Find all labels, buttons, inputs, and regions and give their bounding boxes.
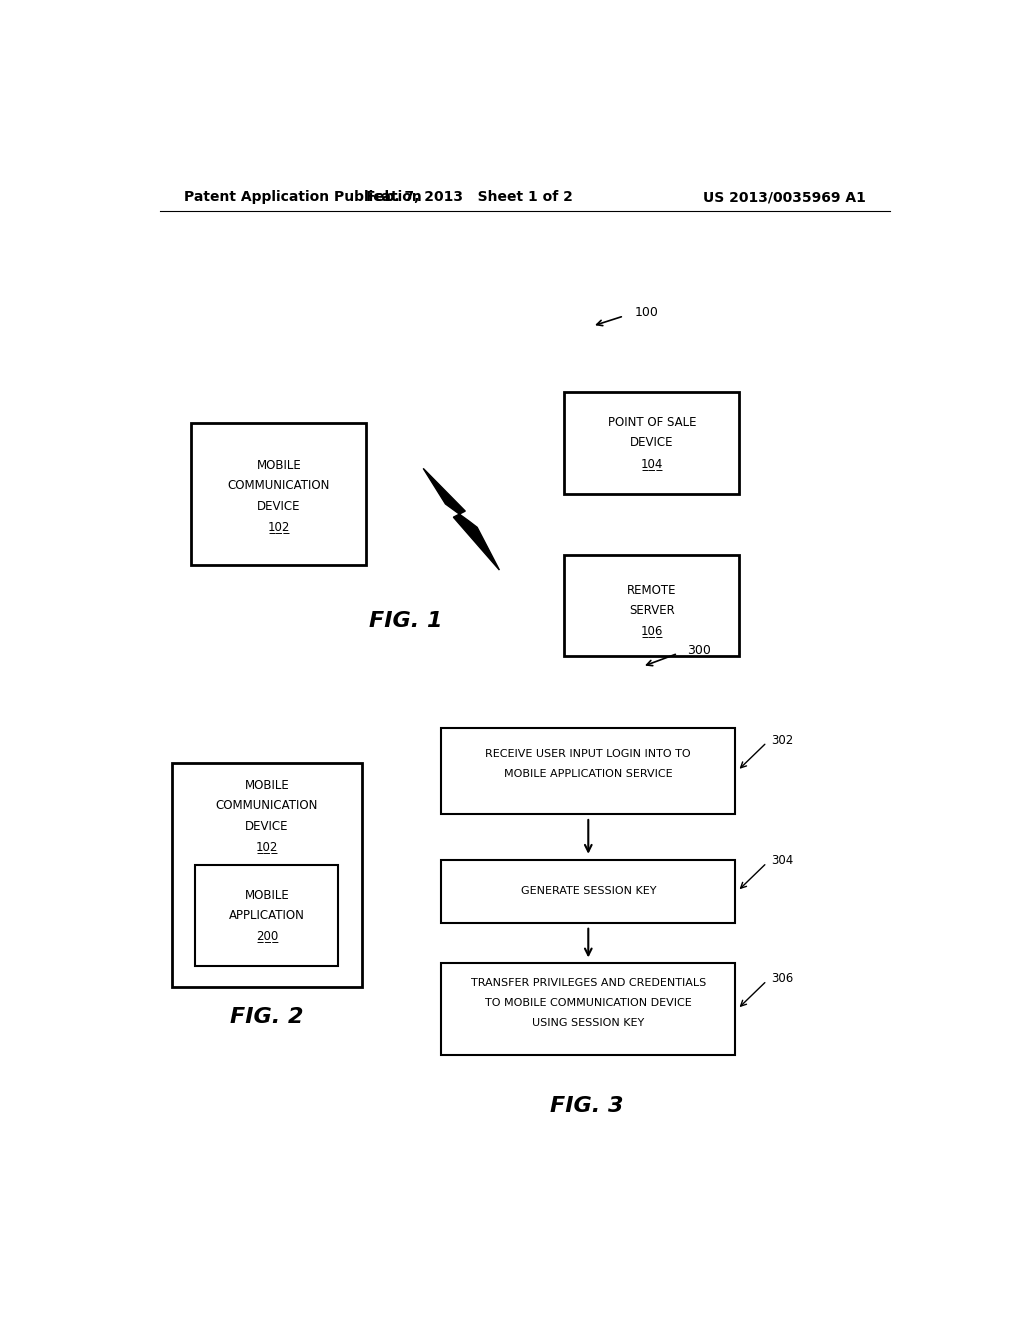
Polygon shape	[423, 469, 500, 570]
Text: 302: 302	[771, 734, 793, 747]
Text: 304: 304	[771, 854, 793, 867]
Text: 1̲0̲6̲: 1̲0̲6̲	[641, 624, 663, 638]
Text: MOBILE: MOBILE	[245, 888, 289, 902]
FancyBboxPatch shape	[191, 422, 367, 565]
Text: SERVER: SERVER	[629, 605, 675, 618]
Text: RECEIVE USER INPUT LOGIN INTO TO: RECEIVE USER INPUT LOGIN INTO TO	[485, 748, 691, 759]
Text: FIG. 1: FIG. 1	[369, 611, 442, 631]
Text: MOBILE: MOBILE	[256, 459, 301, 471]
Text: POINT OF SALE: POINT OF SALE	[607, 416, 696, 429]
FancyBboxPatch shape	[441, 964, 735, 1055]
Text: 300: 300	[687, 644, 712, 657]
Text: FIG. 2: FIG. 2	[230, 1007, 304, 1027]
Text: COMMUNICATION: COMMUNICATION	[227, 479, 330, 492]
Text: DEVICE: DEVICE	[257, 499, 300, 512]
Text: APPLICATION: APPLICATION	[229, 909, 305, 923]
FancyBboxPatch shape	[564, 392, 739, 494]
Text: FIG. 3: FIG. 3	[550, 1096, 624, 1115]
FancyBboxPatch shape	[196, 865, 338, 966]
Text: 1̲0̲2̲: 1̲0̲2̲	[256, 840, 279, 853]
Text: GENERATE SESSION KEY: GENERATE SESSION KEY	[520, 886, 656, 896]
Text: USING SESSION KEY: USING SESSION KEY	[532, 1018, 644, 1028]
FancyBboxPatch shape	[441, 727, 735, 814]
Text: REMOTE: REMOTE	[627, 583, 677, 597]
Text: 1̲0̲4̲: 1̲0̲4̲	[641, 457, 663, 470]
Text: Feb. 7, 2013   Sheet 1 of 2: Feb. 7, 2013 Sheet 1 of 2	[366, 190, 572, 205]
Text: TO MOBILE COMMUNICATION DEVICE: TO MOBILE COMMUNICATION DEVICE	[485, 998, 691, 1008]
Text: TRANSFER PRIVILEGES AND CREDENTIALS: TRANSFER PRIVILEGES AND CREDENTIALS	[471, 978, 706, 987]
Text: 2̲0̲0̲: 2̲0̲0̲	[256, 929, 278, 942]
Text: 100: 100	[634, 306, 658, 319]
FancyBboxPatch shape	[441, 859, 735, 923]
Text: 306: 306	[771, 972, 793, 985]
Text: COMMUNICATION: COMMUNICATION	[216, 800, 318, 812]
Text: MOBILE: MOBILE	[245, 779, 289, 792]
FancyBboxPatch shape	[564, 554, 739, 656]
Text: Patent Application Publication: Patent Application Publication	[183, 190, 421, 205]
Text: US 2013/0035969 A1: US 2013/0035969 A1	[703, 190, 866, 205]
FancyBboxPatch shape	[172, 763, 362, 987]
Text: MOBILE APPLICATION SERVICE: MOBILE APPLICATION SERVICE	[504, 768, 673, 779]
Text: 1̲0̲2̲: 1̲0̲2̲	[267, 520, 290, 533]
Text: DEVICE: DEVICE	[245, 820, 289, 833]
Text: DEVICE: DEVICE	[630, 437, 674, 450]
